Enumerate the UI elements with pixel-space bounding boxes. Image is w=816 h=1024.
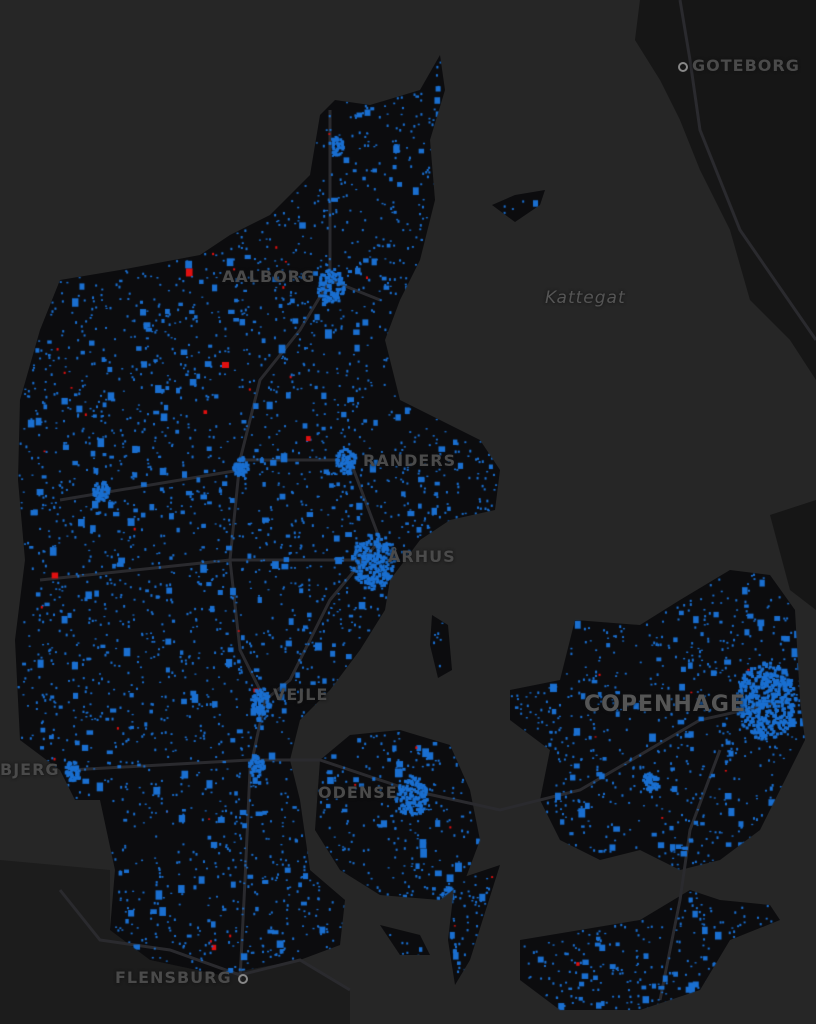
label-text: GOTEBORG <box>692 56 800 75</box>
label-aalborg: AALBORG <box>222 267 316 286</box>
label-vejle: VEJLE <box>273 685 329 704</box>
label-odense: ODENSE <box>318 783 398 802</box>
label-text: FLENSBURG <box>115 968 232 987</box>
label-arhus: ÅRHUS <box>388 547 456 566</box>
city-marker-icon <box>678 61 688 72</box>
label-kattegat: Kattegat <box>545 288 626 308</box>
label-randers: RANDERS <box>363 451 457 470</box>
label-copenhagen: COPENHAGE <box>584 692 746 717</box>
city-marker-icon <box>238 973 249 984</box>
label-esbjerg: BJERG <box>0 760 60 779</box>
label-flensburg: FLENSBURG <box>115 968 252 987</box>
label-goteborg: GOTEBORG <box>678 56 800 75</box>
